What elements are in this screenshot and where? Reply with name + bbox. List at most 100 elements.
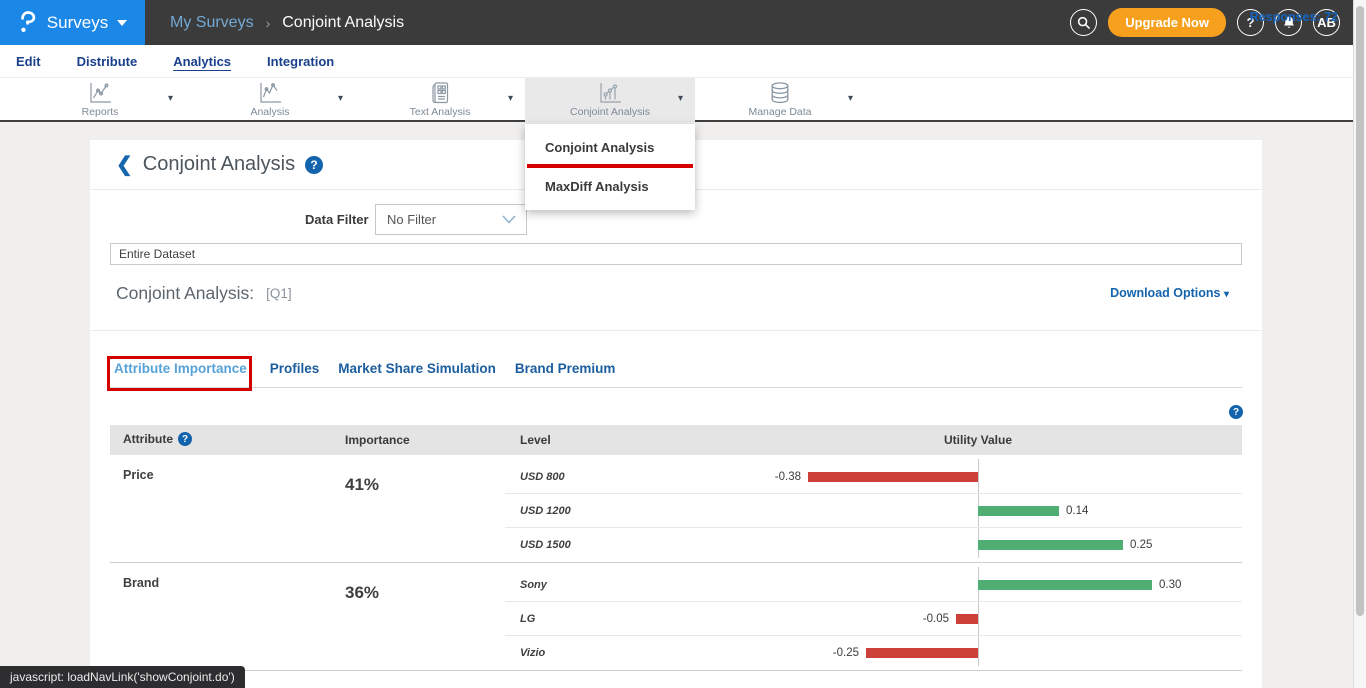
menu-item-maxdiff-analysis[interactable]: MaxDiff Analysis: [545, 179, 649, 194]
reports-chart-icon: [87, 81, 114, 106]
tab-attribute-importance[interactable]: Attribute Importance: [107, 356, 252, 391]
utility-bar: [866, 648, 978, 658]
level-row: Sony 0.30: [505, 568, 1242, 602]
importance-value: 36%: [345, 583, 380, 602]
nav-edit[interactable]: Edit: [16, 53, 41, 69]
chevron-down-icon[interactable]: ▾: [677, 93, 683, 104]
level-row: USD 1500 0.25: [505, 528, 1242, 562]
nav-integration[interactable]: Integration: [267, 53, 335, 69]
data-filter-label: Data Filter: [305, 212, 369, 227]
report-tabs: Attribute Importance Profiles Market Share…: [107, 356, 1242, 391]
attribute-help-icon[interactable]: ?: [178, 432, 192, 446]
tab-profiles[interactable]: Profiles: [269, 361, 320, 376]
level-name: USD 800: [520, 470, 565, 483]
scrollbar-thumb[interactable]: [1356, 6, 1364, 616]
notifications-button[interactable]: [1275, 9, 1302, 36]
avatar[interactable]: AB: [1313, 9, 1340, 36]
col-attribute: Attribute ?: [123, 432, 192, 446]
col-importance: Importance: [345, 433, 410, 447]
col-level: Level: [520, 433, 551, 447]
chevron-down-icon[interactable]: ▾: [337, 93, 343, 104]
level-name: Vizio: [520, 647, 546, 659]
breadcrumb-current: Conjoint Analysis: [282, 13, 405, 31]
zero-axis-line: [978, 567, 979, 666]
level-row: LG -0.05: [505, 602, 1242, 636]
product-label: Surveys: [46, 12, 109, 32]
section-divider: [90, 330, 1262, 331]
level-name: Sony: [520, 578, 547, 591]
download-options-link[interactable]: Download Options ▾: [1110, 286, 1229, 300]
dataset-field[interactable]: [110, 243, 1242, 265]
upgrade-now-button[interactable]: Upgrade Now: [1108, 8, 1226, 37]
level-name: LG: [520, 612, 536, 625]
utility-bar: [956, 613, 978, 624]
chevron-down-icon[interactable]: ▾: [167, 93, 173, 104]
product-switcher[interactable]: Surveys: [0, 0, 145, 45]
chevron-down-icon[interactable]: ▾: [507, 93, 513, 104]
breadcrumb: My Surveys › Conjoint Analysis: [170, 0, 404, 45]
vertical-scrollbar[interactable]: [1353, 0, 1366, 688]
utility-value-label: -0.05: [922, 612, 949, 625]
breadcrumb-separator: ›: [265, 14, 271, 31]
chevron-down-icon: ▾: [1223, 289, 1229, 300]
top-header: Surveys My Surveys › Conjoint Analysis U…: [0, 0, 1366, 45]
attribute-name: Price: [123, 468, 154, 482]
annotation-red-underline: [527, 164, 693, 168]
text-analysis-icon: [428, 81, 453, 106]
menu-item-conjoint-analysis[interactable]: Conjoint Analysis: [545, 140, 655, 155]
toolbar-item-text-analysis[interactable]: Text Analysis ▾: [355, 78, 525, 122]
utility-value-label: -0.38: [774, 470, 801, 483]
search-icon: [1077, 16, 1091, 30]
back-chevron-icon[interactable]: ❮: [116, 153, 133, 176]
title-help-icon[interactable]: ?: [305, 155, 324, 174]
tab-brand-premium[interactable]: Brand Premium: [514, 361, 616, 376]
utility-bar: [808, 471, 978, 482]
toolbar-item-manage-data[interactable]: Manage Data ▾: [695, 78, 865, 122]
conjoint-dropdown-menu: Conjoint Analysis MaxDiff Analysis: [525, 124, 695, 210]
toolbar-item-label: Text Analysis: [409, 106, 471, 118]
levels-container: Sony 0.30 LG -0.05 Vizio -0.25: [505, 563, 1242, 670]
database-icon: [767, 81, 793, 106]
responses-count: Responses: 72: [1249, 9, 1338, 24]
utility-value-label: 0.30: [1159, 578, 1182, 591]
content-card: ❮ Conjoint Analysis ? Data Filter No Fil…: [90, 140, 1262, 688]
chevron-down-icon: [117, 19, 128, 26]
level-name: USD 1500: [520, 539, 571, 551]
toolbar: Reports ▾ Analysis ▾ Text Analysis ▾ Conjoint …: [0, 78, 1366, 122]
toolbar-item-reports[interactable]: Reports ▾: [15, 78, 185, 122]
level-name: USD 1200: [520, 504, 571, 517]
toolbar-item-label: Conjoint Analysis: [570, 106, 650, 118]
toolbar-item-analysis[interactable]: Analysis ▾: [185, 78, 355, 122]
chevron-down-icon: [502, 215, 516, 224]
bell-icon: [1282, 15, 1296, 30]
utility-bar: [978, 505, 1059, 516]
tab-market-share-simulation[interactable]: Market Share Simulation: [338, 361, 496, 376]
table-help-icon[interactable]: ?: [1229, 405, 1243, 419]
status-bar: javascript: loadNavLink('showConjoint.do…: [0, 666, 245, 688]
header-actions: Upgrade Now ? AB: [1070, 0, 1340, 45]
attribute-group-brand: Brand 36% Sony 0.30 LG -0.05 Vizio -0.25: [110, 563, 1242, 671]
toolbar-item-label: Manage Data: [748, 106, 812, 118]
toolbar-item-label: Reports: [81, 106, 119, 118]
subnav: Edit Distribute Analytics Integration: [0, 45, 1366, 78]
page-title: Conjoint Analysis: [142, 153, 296, 175]
toolbar-item-conjoint-analysis[interactable]: Conjoint Analysis ▾: [525, 78, 695, 122]
analysis-chart-icon: [257, 81, 284, 106]
breadcrumb-my-surveys[interactable]: My Surveys: [170, 13, 254, 31]
questionpro-logo-icon: [18, 10, 38, 35]
attribute-name: Brand: [123, 576, 160, 590]
table-body: Price 41% USD 800 -0.38 USD 1200 0.14 USD 1500…: [110, 455, 1242, 671]
data-filter-select[interactable]: No Filter: [375, 204, 527, 235]
nav-analytics[interactable]: Analytics: [173, 53, 232, 69]
search-button[interactable]: [1070, 9, 1098, 36]
help-button[interactable]: ?: [1237, 9, 1264, 36]
nav-distribute[interactable]: Distribute: [76, 53, 138, 69]
table-header-row: Attribute ? Importance Level Utility Val…: [110, 425, 1242, 455]
utility-bar: [978, 579, 1152, 590]
data-filter-value: No Filter: [387, 212, 437, 227]
utility-value-label: 0.25: [1130, 539, 1153, 551]
toolbar-item-label: Analysis: [250, 106, 290, 118]
importance-value: 41%: [345, 475, 380, 494]
chevron-down-icon[interactable]: ▾: [847, 93, 853, 104]
